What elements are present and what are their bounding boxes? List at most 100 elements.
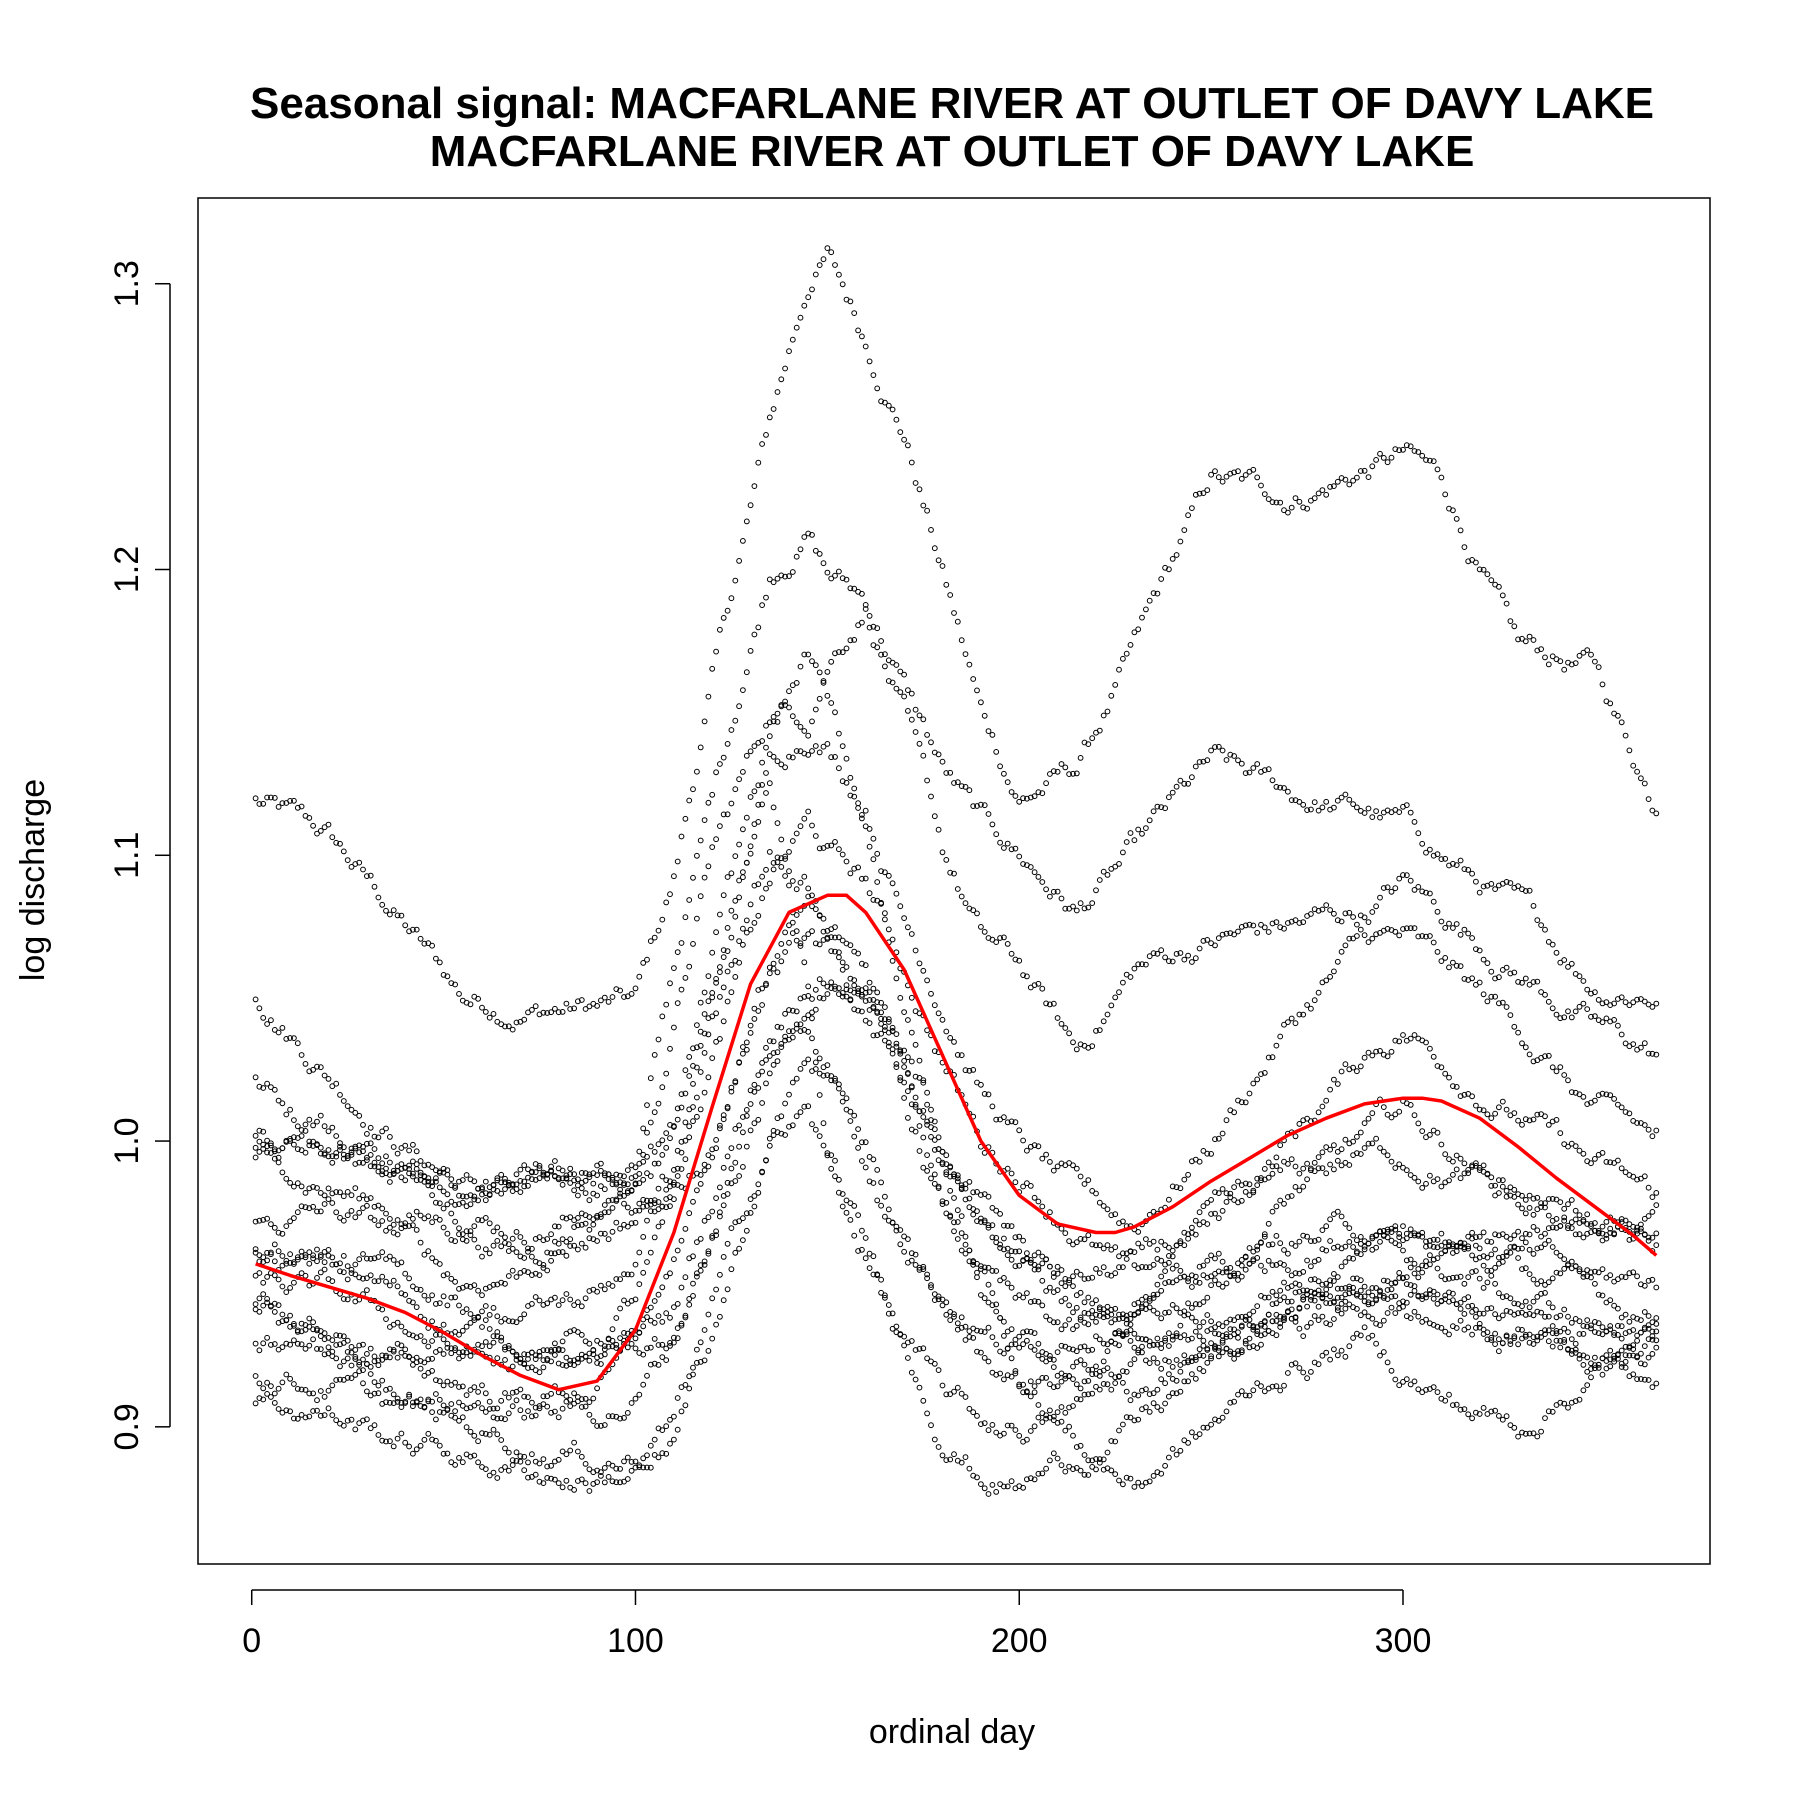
- data-point: [563, 1252, 570, 1259]
- data-point: [490, 1414, 497, 1421]
- data-point: [763, 1080, 769, 1087]
- data-point: [521, 1414, 528, 1421]
- data-point: [1043, 1415, 1049, 1422]
- data-point: [870, 897, 877, 903]
- data-point: [1545, 1212, 1552, 1219]
- data-point: [1116, 861, 1122, 867]
- data-point: [843, 993, 850, 1000]
- data-point: [1584, 1368, 1591, 1375]
- data-point: [1357, 1277, 1364, 1284]
- data-point: [981, 1295, 988, 1302]
- data-point: [843, 755, 850, 762]
- data-point: [1427, 846, 1433, 853]
- data-point: [1350, 1255, 1356, 1262]
- data-point: [836, 568, 842, 575]
- data-point: [847, 298, 854, 305]
- data-point: [1622, 1274, 1629, 1281]
- data-point: [1511, 1335, 1518, 1341]
- data-point: [778, 1113, 785, 1120]
- data-point: [916, 1267, 923, 1273]
- data-point: [571, 1439, 577, 1446]
- data-point: [1100, 1245, 1107, 1252]
- data-point: [1461, 1244, 1468, 1251]
- data-point: [1319, 1295, 1326, 1302]
- data-point: [962, 900, 969, 907]
- data-point: [1568, 1258, 1575, 1265]
- data-point: [252, 1074, 259, 1081]
- data-point: [498, 1190, 505, 1197]
- data-point: [440, 1165, 447, 1172]
- data-point: [1081, 1361, 1088, 1368]
- data-point: [947, 1212, 954, 1219]
- data-point: [786, 753, 792, 760]
- data-point: [782, 702, 788, 708]
- data-point: [1108, 1386, 1115, 1393]
- data-point: [839, 1203, 846, 1210]
- data-point: [931, 545, 938, 552]
- data-point: [1595, 1228, 1602, 1234]
- data-point: [1300, 504, 1307, 511]
- data-point: [958, 1213, 965, 1219]
- data-point: [1496, 1190, 1502, 1196]
- data-point: [329, 1124, 336, 1131]
- data-point: [717, 1313, 723, 1320]
- data-point: [812, 1126, 819, 1133]
- data-point: [870, 1004, 877, 1010]
- data-point: [759, 782, 765, 788]
- data-point: [1392, 885, 1399, 892]
- data-point: [851, 982, 858, 989]
- data-point: [755, 1008, 762, 1014]
- data-point: [962, 784, 969, 790]
- data-point: [812, 706, 819, 713]
- data-point: [586, 1357, 593, 1364]
- data-point: [1526, 1051, 1533, 1058]
- data-point: [1035, 874, 1042, 880]
- data-point: [555, 1009, 562, 1016]
- data-point: [621, 1458, 627, 1465]
- data-point: [1219, 478, 1226, 485]
- data-point: [1427, 1132, 1433, 1138]
- data-point: [302, 1121, 309, 1128]
- data-point: [736, 703, 742, 710]
- data-point: [1557, 1199, 1564, 1205]
- data-point: [467, 1192, 474, 1199]
- data-point: [264, 794, 271, 801]
- data-point: [763, 722, 769, 729]
- data-point: [989, 1234, 996, 1241]
- data-point: [344, 1374, 351, 1381]
- data-point: [1231, 753, 1237, 759]
- data-point: [532, 1412, 539, 1419]
- data-point: [674, 1165, 681, 1172]
- data-point: [1407, 1172, 1414, 1178]
- data-point: [1139, 1349, 1145, 1356]
- data-point: [728, 870, 735, 877]
- data-point: [567, 1243, 574, 1249]
- data-point: [1618, 1364, 1625, 1370]
- data-point: [836, 934, 842, 941]
- data-point: [1001, 1333, 1007, 1339]
- data-point: [279, 1230, 286, 1237]
- data-point: [766, 1142, 773, 1149]
- data-point: [1200, 1342, 1207, 1349]
- data-point: [647, 1464, 654, 1471]
- data-point: [1499, 1231, 1506, 1237]
- data-point: [1231, 1270, 1237, 1277]
- data-point: [916, 1057, 923, 1064]
- data-point: [674, 1395, 681, 1401]
- data-point: [1361, 1283, 1368, 1290]
- data-point: [847, 774, 854, 781]
- data-point: [1484, 1305, 1491, 1312]
- data-point: [832, 572, 838, 579]
- data-point: [1522, 975, 1529, 982]
- data-point: [1047, 1263, 1053, 1270]
- data-point: [1100, 712, 1107, 719]
- data-point: [1181, 1352, 1188, 1359]
- data-point: [1649, 807, 1656, 814]
- data-point: [740, 1044, 746, 1050]
- data-point: [1261, 1268, 1268, 1275]
- data-point: [337, 1092, 343, 1098]
- data-point: [1116, 666, 1122, 673]
- data-point: [885, 1039, 892, 1046]
- data-point: [1200, 1299, 1207, 1305]
- data-point: [1488, 1115, 1495, 1121]
